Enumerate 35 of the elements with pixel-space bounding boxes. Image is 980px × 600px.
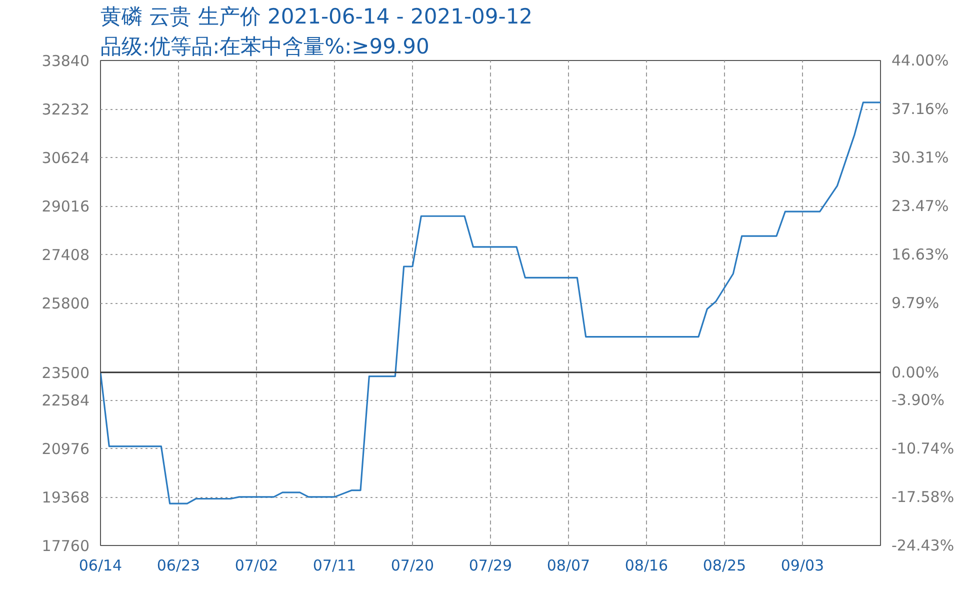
y-tick-label: 17760 [42,537,90,555]
x-tick-label: 08/07 [546,556,590,574]
y2-tick-label: -10.74% [892,439,954,458]
y2-tick-label: 9.79% [892,294,940,312]
x-tick-label: 07/02 [234,556,278,574]
x-tick-label: 06/14 [78,556,122,574]
y2-tick-label: 37.16% [892,100,949,118]
y-tick-label: 25800 [42,294,90,312]
y2-tick-label: 16.63% [892,245,949,264]
y-tick-label: 32232 [42,100,90,118]
y2-tick-label: 44.00% [892,52,949,70]
chart-subtitle: 品级:优等品:在苯中含量%:≥99.90 [100,34,430,58]
x-tick-label: 09/03 [780,556,824,574]
y-tick-label: 30624 [42,149,90,167]
x-tick-label: 08/25 [702,556,746,574]
y-tick-label: 20976 [42,440,90,458]
x-tick-label: 07/11 [312,556,356,574]
y2-tick-label: 30.31% [892,148,949,167]
x-tick-label: 07/20 [390,556,434,574]
y-tick-label: 27408 [42,246,90,264]
y-tick-label: 33840 [42,52,90,70]
y2-tick-label: -17.58% [892,488,954,506]
y-tick-label: 19368 [42,488,90,506]
y2-tick-label: -3.90% [892,390,945,409]
x-tick-label: 07/29 [468,556,512,574]
y2-tick-label: 0.00% [892,363,940,382]
line-series [100,102,880,504]
y-tick-label: 23500 [42,364,90,382]
chart-title: 黄磷 云贵 生产价 2021-06-14 - 2021-09-12 [100,4,533,28]
x-tick-label: 08/16 [624,556,668,574]
y-tick-label: 22584 [42,392,90,410]
x-tick-label: 06/23 [156,556,200,574]
y-tick-label: 29016 [42,198,90,216]
y2-tick-label: 23.47% [892,197,949,216]
y2-tick-label: -24.43% [892,536,954,554]
